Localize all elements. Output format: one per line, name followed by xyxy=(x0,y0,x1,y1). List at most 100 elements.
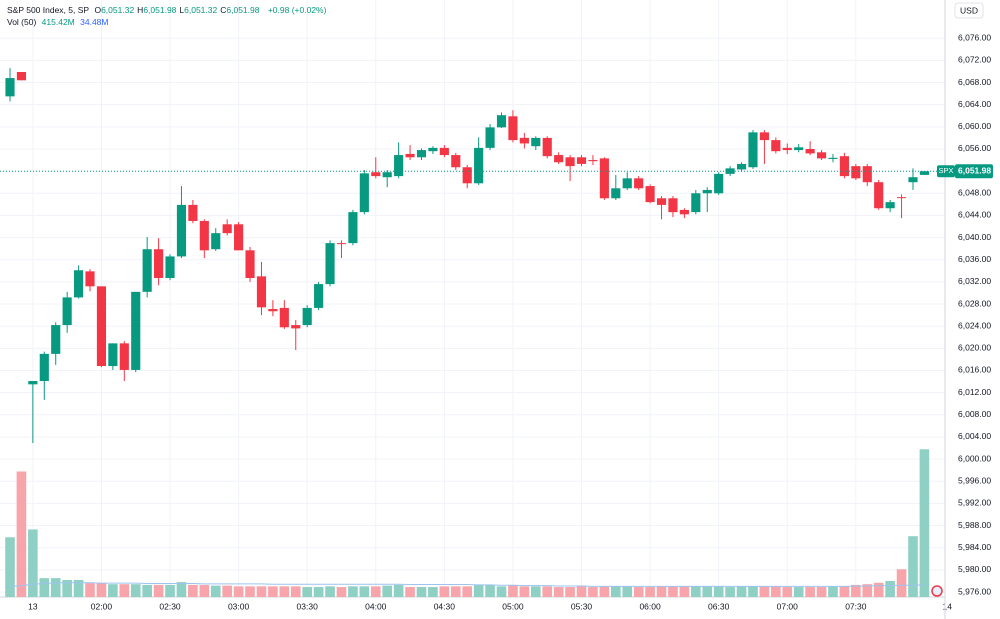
volume-bar xyxy=(28,529,38,597)
candle-body xyxy=(154,249,164,279)
volume-bar xyxy=(622,586,633,597)
x-tick-label: 02:00 xyxy=(91,601,113,611)
volume-bar xyxy=(188,584,198,597)
candle-body xyxy=(542,137,552,157)
volume-bar xyxy=(50,578,61,597)
volume-bar xyxy=(851,584,861,597)
volume-bar xyxy=(108,584,118,597)
candle-body xyxy=(462,167,472,184)
y-tick-label: 6,036.00 xyxy=(958,254,991,264)
candle-body xyxy=(211,233,221,250)
y-tick-label: 6,000.00 xyxy=(958,453,991,463)
candle-body xyxy=(736,163,747,170)
currency-label: USD xyxy=(960,5,978,15)
candle-body xyxy=(714,173,724,194)
y-tick-label: 6,004.00 xyxy=(958,431,991,441)
candle-body xyxy=(234,224,244,251)
volume-bar xyxy=(530,586,541,597)
candle-body xyxy=(5,78,15,97)
volume-bar xyxy=(553,587,564,597)
candle-body xyxy=(725,168,735,174)
volume-bar xyxy=(73,579,84,597)
x-tick-label: 06:30 xyxy=(708,601,730,611)
volume-bar xyxy=(862,584,873,597)
y-tick-label: 5,996.00 xyxy=(958,476,991,486)
volume-bar xyxy=(153,584,164,597)
y-tick-label: 6,076.00 xyxy=(958,32,991,42)
legend-line: S&P 500 Index, 5, SP O6,051.32 H6,051.98 L… xyxy=(7,5,329,15)
volume-ma-value: 34.48M xyxy=(80,17,109,27)
y-tick-label: 6,024.00 xyxy=(958,320,991,330)
candle-body xyxy=(199,220,209,251)
volume-bar xyxy=(656,586,667,597)
volume-bar xyxy=(62,579,72,597)
volume-bar xyxy=(588,587,598,597)
volume-bar xyxy=(919,449,930,597)
volume-legend: Vol (50) 415.42M 34.48M xyxy=(7,17,112,27)
candle-body xyxy=(451,155,461,168)
volume-bar xyxy=(805,587,815,597)
volume-bar xyxy=(473,584,484,597)
y-tick-label: 5,992.00 xyxy=(958,498,991,508)
volume-bar xyxy=(222,585,232,597)
volume-bar xyxy=(542,586,553,597)
volume-bar xyxy=(782,587,793,597)
candle-body xyxy=(39,353,49,382)
candle-body xyxy=(165,256,175,279)
volume-bar xyxy=(302,587,312,597)
candle-body xyxy=(691,193,701,213)
volume-bar xyxy=(896,569,907,597)
volume-bar xyxy=(462,586,473,597)
volume-bar xyxy=(508,584,518,597)
candle-body xyxy=(485,127,495,148)
candle-body xyxy=(188,204,198,221)
candle-body xyxy=(508,116,518,141)
candle-body xyxy=(474,147,484,184)
price-badge xyxy=(955,164,993,179)
volume-bar xyxy=(39,578,50,597)
volume-bar xyxy=(450,586,461,597)
candle-body xyxy=(16,71,27,81)
candle-body xyxy=(748,132,758,168)
volume-bar xyxy=(668,586,678,597)
volume-bar xyxy=(256,586,267,597)
y-tick-label: 6,048.00 xyxy=(958,188,991,198)
x-tick-label: 07:00 xyxy=(777,601,799,611)
price-label: 6,051.98 xyxy=(958,165,991,175)
volume-bar xyxy=(611,586,621,597)
y-tick-label: 6,020.00 xyxy=(958,343,991,353)
volume-bar xyxy=(691,586,701,597)
candle-body xyxy=(645,186,655,203)
candle-body xyxy=(268,309,278,312)
candle-body xyxy=(771,140,781,152)
candle-body xyxy=(576,157,587,164)
candle-body xyxy=(416,150,427,158)
ticker-label: SPX xyxy=(938,166,953,175)
candle-body xyxy=(862,166,872,183)
candle-body xyxy=(656,198,667,205)
volume-bar xyxy=(279,586,290,597)
y-tick-label: 5,988.00 xyxy=(958,520,991,530)
candle-body xyxy=(565,157,575,167)
candle-body xyxy=(325,243,335,285)
candle-body xyxy=(634,178,644,189)
ohlc-label: L xyxy=(179,5,185,15)
y-tick-label: 6,056.00 xyxy=(958,143,991,153)
volume-bar xyxy=(702,586,713,597)
candle-body xyxy=(131,291,141,370)
ohlc-value: 6,051.32 xyxy=(184,5,218,15)
y-tick-label: 6,008.00 xyxy=(958,409,991,419)
volume-bar xyxy=(793,587,804,597)
candle-body xyxy=(668,198,678,213)
volume-bar xyxy=(165,584,175,597)
volume-bar xyxy=(96,583,107,597)
ohlc: O6,051.32 H6,051.98 L6,051.32 C6,051.98 xyxy=(94,5,262,15)
candle-body xyxy=(96,286,107,367)
volume-bar xyxy=(599,586,610,597)
candle-body xyxy=(142,249,152,292)
volume-bar xyxy=(5,537,15,597)
volume-bar xyxy=(748,586,758,597)
x-tick-label: 03:30 xyxy=(297,601,319,611)
